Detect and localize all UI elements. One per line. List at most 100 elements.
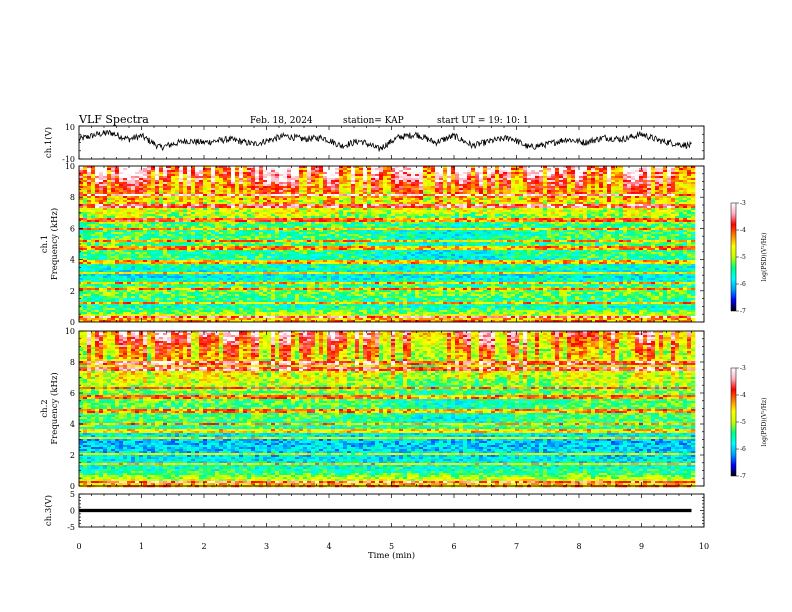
spectrogram-cell: [207, 284, 212, 287]
spectrogram-cell: [231, 200, 236, 203]
spectrogram-cell: [195, 244, 200, 247]
spectrogram-cell: [79, 294, 84, 297]
spectrogram-cell: [279, 318, 284, 321]
spectrogram-cell: [167, 290, 172, 293]
spectrogram-cell: [131, 176, 136, 179]
spectrogram-cell: [239, 180, 244, 183]
spectrogram-cell: [267, 200, 272, 203]
spectrogram-cell: [127, 316, 132, 319]
spectrogram-cell: [203, 168, 208, 171]
spectrogram-cell: [175, 222, 180, 225]
spectrogram-cell: [99, 272, 104, 275]
spectrogram-cell: [215, 234, 220, 237]
spectrogram-cell: [171, 182, 176, 185]
spectrogram-cell: [175, 186, 180, 189]
spectrogram-cell: [227, 224, 232, 227]
spectrogram-cell: [135, 264, 140, 267]
spectrogram-cell: [211, 168, 216, 171]
spectrogram-cell: [147, 190, 152, 193]
spectrogram-cell: [323, 284, 328, 287]
spectrogram-cell: [223, 200, 228, 203]
spectrogram-cell: [187, 192, 192, 195]
spectrogram-cell: [263, 256, 268, 259]
spectrogram-cell: [255, 252, 260, 255]
spectrogram-cell: [159, 310, 164, 313]
spectrogram-cell: [83, 194, 88, 197]
spectrogram-cell: [163, 196, 168, 199]
spectrogram-cell: [207, 170, 212, 173]
spectrogram-cell: [255, 302, 260, 305]
spectrogram-cell: [79, 168, 84, 171]
spectrogram-cell: [319, 212, 324, 215]
spectrogram-cell: [119, 226, 124, 229]
spectrogram-cell: [155, 166, 160, 169]
spectrogram-cell: [199, 268, 204, 271]
spectrogram-cell: [247, 210, 252, 213]
spectrogram-cell: [87, 312, 92, 315]
spectrogram-cell: [207, 204, 212, 207]
spectrogram-cell: [315, 198, 320, 201]
spectrogram-cell: [195, 168, 200, 171]
spectrogram-cell: [119, 312, 124, 315]
spectrogram-cell: [175, 214, 180, 217]
spectrogram-cell: [239, 190, 244, 193]
spectrogram-cell: [155, 178, 160, 181]
spectrogram-cell: [143, 216, 148, 219]
spectrogram-cell: [123, 214, 128, 217]
spectrogram-cell: [319, 312, 324, 315]
spectrogram-cell: [223, 222, 228, 225]
spectrogram-cell: [107, 294, 112, 297]
spectrogram-cell: [315, 288, 320, 291]
spectrogram-cell: [295, 280, 300, 283]
spectrogram-cell: [319, 232, 324, 235]
spectrogram-cell: [207, 290, 212, 293]
spectrogram-cell: [235, 238, 240, 241]
spectrogram-cell: [159, 222, 164, 225]
spectrogram-cell: [287, 282, 292, 285]
spectrogram-cell: [299, 196, 304, 199]
spectrogram-cell: [303, 178, 308, 181]
spectrogram-cell: [275, 276, 280, 279]
spectrogram-cell: [171, 176, 176, 179]
spectrogram-cell: [163, 248, 168, 251]
spectrogram-cell: [263, 278, 268, 281]
spectrogram-cell: [119, 212, 124, 215]
spectrogram-cell: [227, 272, 232, 275]
spectrogram-cell: [299, 174, 304, 177]
spectrogram-cell: [311, 204, 316, 207]
spectrogram-cell: [227, 290, 232, 293]
spectrogram-cell: [135, 276, 140, 279]
spectrogram-cell: [135, 320, 140, 323]
spectrogram-cell: [183, 206, 188, 209]
spectrogram-cell: [279, 184, 284, 187]
spectrogram-cell: [247, 270, 252, 273]
spectrogram-cell: [299, 266, 304, 269]
spectrogram-cell: [131, 244, 136, 247]
spectrogram-cell: [127, 298, 132, 301]
spectrogram-cell: [183, 294, 188, 297]
spectrogram-cell: [275, 264, 280, 267]
spectrogram-cell: [111, 188, 116, 191]
spectrogram-cell: [243, 292, 248, 295]
spectrogram-cell: [99, 222, 104, 225]
spectrogram-cell: [259, 280, 264, 283]
spectrogram-cell: [107, 228, 112, 231]
spectrogram-cell: [91, 208, 96, 211]
spectrogram-cell: [279, 224, 284, 227]
spectrogram-cell: [147, 252, 152, 255]
spectrogram-cell: [263, 174, 268, 177]
spectrogram-cell: [239, 306, 244, 309]
spectrogram-cell: [239, 284, 244, 287]
spectrogram-cell: [83, 198, 88, 201]
spectrogram-cell: [99, 216, 104, 219]
spectrogram-cell: [239, 312, 244, 315]
spectrogram-cell: [231, 170, 236, 173]
spectrogram-cell: [307, 256, 312, 259]
spectrogram-cell: [131, 224, 136, 227]
spectrogram-cell: [139, 248, 144, 251]
spectrogram-cell: [283, 172, 288, 175]
spectrogram-cell: [307, 214, 312, 217]
spectrogram-cell: [195, 268, 200, 271]
spectrogram-cell: [275, 274, 280, 277]
spectrogram-cell: [167, 172, 172, 175]
